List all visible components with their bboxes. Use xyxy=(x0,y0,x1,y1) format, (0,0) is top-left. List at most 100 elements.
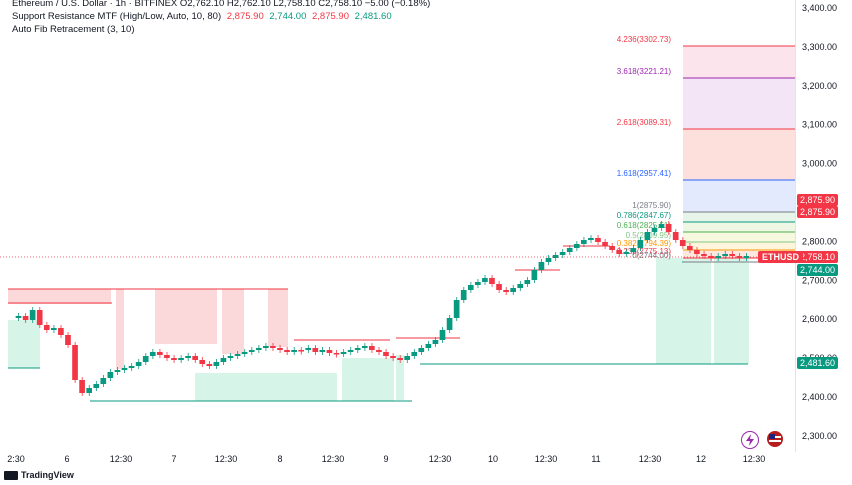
candle-body xyxy=(602,242,608,246)
time-tick-label: 12:30 xyxy=(110,454,133,464)
lightning-icon[interactable] xyxy=(741,431,759,449)
resistance-badge: 2,875.90 xyxy=(797,206,839,218)
candle-body xyxy=(319,350,326,352)
support-badge: 2,744.00 xyxy=(797,264,839,276)
candle-body xyxy=(566,248,573,252)
resistance-badge: 2,875.90 xyxy=(797,194,839,206)
chart-area[interactable]: 4.236(3302.73) 3.618(3221.21) 2.618(3089.3… xyxy=(0,0,795,452)
candle-body xyxy=(100,378,107,384)
candle-body xyxy=(255,348,262,350)
time-tick-label: 6 xyxy=(64,454,69,464)
candle-body xyxy=(135,362,142,366)
candle-body xyxy=(241,352,248,354)
price-tick-label: 2,300.00 xyxy=(802,431,837,441)
tradingview-footer[interactable]: TradingView xyxy=(4,470,74,480)
candle-body xyxy=(72,345,78,380)
candle-body xyxy=(128,366,135,368)
candle-body xyxy=(687,246,693,250)
candle-body xyxy=(482,278,488,282)
candle-body xyxy=(347,350,354,352)
candle-body xyxy=(206,364,213,366)
fib-zone xyxy=(683,46,795,78)
candle-body xyxy=(340,352,347,354)
candle-body xyxy=(475,282,481,285)
fib-level-label: 1(2875.90) xyxy=(632,201,671,210)
candle-body xyxy=(496,284,502,290)
candle-body xyxy=(277,348,283,350)
fib-legend[interactable]: Auto Fib Retracement (3, 10) xyxy=(12,24,135,35)
candle-body xyxy=(43,325,50,330)
candle-body xyxy=(185,356,191,358)
candle-body xyxy=(404,356,410,360)
candle-body xyxy=(559,252,566,255)
symbol-ohlc-line[interactable]: Ethereum / U.S. Dollar · 1h · BITFINEX O… xyxy=(12,0,431,9)
price-tick-label: 3,200.00 xyxy=(802,81,837,91)
candle-body xyxy=(609,246,615,250)
flag-icon[interactable] xyxy=(767,431,783,447)
candle-body xyxy=(460,290,467,300)
candle-body xyxy=(333,353,340,355)
time-axis-labels: 2:30 6 12:30 7 12:30 8 12:30 9 12:30 10 12:30 11 12:… xyxy=(7,454,765,464)
candle-body xyxy=(227,356,234,358)
price-chart[interactable]: 4.236(3302.73) 3.618(3221.21) 2.618(3089.3… xyxy=(0,0,795,452)
candle-body xyxy=(361,346,368,348)
chart-legend: Ethereum / U.S. Dollar · 1h · BITFINEX O… xyxy=(12,0,430,36)
candle-body xyxy=(616,250,622,254)
candle-body xyxy=(142,356,149,362)
time-axis[interactable]: 2:30 6 12:30 7 12:30 8 12:30 9 12:30 10 12:30 11 12:… xyxy=(0,452,795,468)
candle-body xyxy=(213,362,220,366)
fib-level-label: 2.618(3089.31) xyxy=(617,118,672,127)
time-tick-label: 9 xyxy=(383,454,388,464)
candle-body xyxy=(665,224,672,232)
candle-body xyxy=(743,256,750,258)
fib-level-label: 4.236(3302.73) xyxy=(617,35,672,44)
candle-body xyxy=(305,348,312,350)
candle-body xyxy=(22,316,29,320)
fib-level-label: 1.618(2957.41) xyxy=(617,169,672,178)
candle-body xyxy=(354,348,361,350)
time-tick-label: 12:30 xyxy=(322,454,345,464)
candle-body xyxy=(651,228,658,232)
candle-body xyxy=(630,248,637,252)
candle-body xyxy=(489,278,495,284)
candle-body xyxy=(51,328,57,330)
candle-body xyxy=(114,370,121,372)
fib-zone xyxy=(683,129,795,180)
candle-body xyxy=(164,355,170,358)
fib-zone xyxy=(683,222,795,232)
candle-body xyxy=(581,240,587,244)
price-tick-label: 2,400.00 xyxy=(802,392,837,402)
candle-body xyxy=(644,232,651,240)
candle-body xyxy=(510,288,516,292)
price-axis[interactable]: 3,400.00 3,300.00 3,200.00 3,100.00 3,000.00… xyxy=(795,0,852,452)
candle-body xyxy=(453,300,460,318)
candle-body xyxy=(149,352,156,356)
price-tick-label: 3,400.00 xyxy=(802,3,837,13)
candle-body xyxy=(467,285,474,290)
fib-zone xyxy=(683,78,795,129)
candle-body xyxy=(722,254,728,256)
sr-zone xyxy=(714,258,749,364)
candle-body xyxy=(248,350,255,352)
fib-level-label: 0.786(2847.67) xyxy=(617,211,672,220)
support-resistance-legend[interactable]: Support Resistance MTF (High/Low, Auto, … xyxy=(12,10,430,23)
price-tick-label: 3,100.00 xyxy=(802,120,837,130)
price-tick-label: 3,000.00 xyxy=(802,159,837,169)
candle-body xyxy=(545,258,552,262)
candle-body xyxy=(573,244,580,248)
candle-body xyxy=(86,388,92,393)
candle-body xyxy=(383,352,389,356)
candle-body xyxy=(503,290,509,292)
price-axis-labels: 3,400.00 3,300.00 3,200.00 3,100.00 3,000.00… xyxy=(802,3,837,441)
sr-zone xyxy=(155,289,217,344)
price-tick-label: 2,800.00 xyxy=(802,236,837,246)
fib-level-label: 0(2744.00) xyxy=(632,251,671,260)
support-badge: 2,481.60 xyxy=(797,357,839,369)
sr-zone xyxy=(222,289,244,354)
candle-body xyxy=(263,346,269,348)
candle-body xyxy=(369,346,375,350)
candle-body xyxy=(376,350,382,352)
candle-body xyxy=(312,348,319,352)
candle-body xyxy=(58,328,64,335)
fib-level-label: 0.382(2794.39) xyxy=(617,239,672,248)
